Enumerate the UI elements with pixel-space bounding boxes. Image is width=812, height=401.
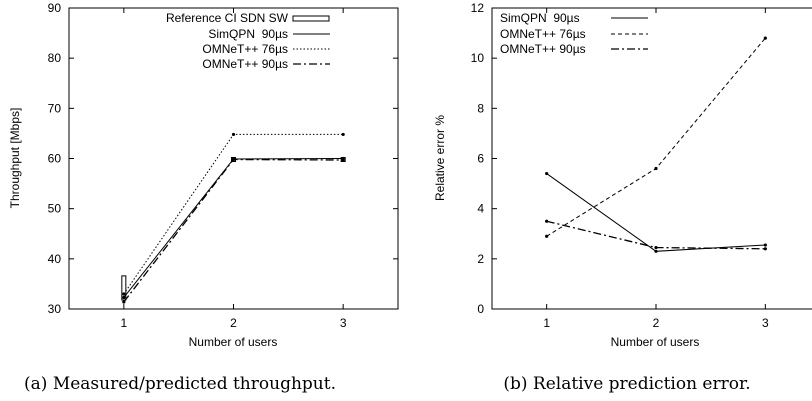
y-tick-label: 10 [471, 51, 485, 65]
series-line [123, 158, 344, 303]
series-line [546, 37, 766, 237]
legend-swatch-reference [292, 15, 330, 22]
y-tick-label: 80 [48, 51, 62, 65]
legend-label-omnet90: OMNeT++ 90µs [500, 42, 586, 56]
data-point [545, 219, 549, 223]
data-point [545, 234, 549, 238]
y-tick-label: 0 [477, 302, 484, 316]
caption: (a) Measured/predicted throughput. [24, 374, 336, 394]
series-line [546, 220, 766, 250]
y-tick-label: 4 [477, 202, 484, 216]
y-tick-label: 12 [471, 1, 485, 15]
data-point [654, 166, 658, 171]
data-point [122, 295, 126, 300]
data-point [654, 245, 658, 250]
x-axis-ticks: 1 2 3 [543, 8, 769, 330]
data-marks [545, 36, 767, 253]
data-point [341, 132, 345, 137]
y-tick-label: 30 [48, 302, 62, 316]
y-tick-label: 6 [477, 152, 484, 166]
x-tick-label: 1 [543, 316, 550, 330]
data-point [545, 171, 549, 176]
y-axis-label: Throughput [Mbps] [8, 108, 22, 209]
x-axis-label: Number of users [611, 335, 700, 349]
data-point [231, 157, 236, 162]
x-axis-ticks: 1 2 3 [120, 8, 347, 330]
y-axis-label: Relative error % [433, 115, 447, 201]
data-point [763, 247, 767, 251]
series-line [123, 158, 344, 298]
throughput-chart: 1 2 3 30 40 50 60 70 80 90 Number of users Throu… [8, 1, 399, 394]
y-tick-label: 2 [477, 252, 484, 266]
caption: (b) Relative prediction error. [503, 374, 750, 394]
series-line [546, 173, 766, 252]
reference-ci-box [121, 275, 127, 301]
x-tick-label: 3 [340, 316, 347, 330]
x-tick-label: 1 [120, 316, 127, 330]
data-point [122, 300, 126, 304]
data-point [763, 243, 767, 247]
data-point [763, 36, 767, 40]
y-tick-label: 90 [48, 1, 62, 15]
legend-label-omnet76: OMNeT++ 76µs [202, 42, 288, 56]
data-point [231, 132, 236, 137]
y-tick-label: 70 [48, 101, 62, 115]
legend-label-simqpn: SimQPN 90µs [500, 11, 580, 25]
legend-label-simqpn: SimQPN 90µs [208, 27, 288, 41]
y-tick-label: 40 [48, 252, 62, 266]
data-point [122, 292, 126, 296]
y-axis-ticks: 0 2 4 6 8 10 12 [471, 1, 497, 316]
x-tick-label: 2 [653, 316, 660, 330]
legend: SimQPN 90µs OMNeT++ 76µs OMNeT++ 90µs [500, 11, 648, 56]
x-axis-label: Number of users [189, 335, 278, 349]
y-tick-label: 60 [48, 152, 62, 166]
data-point [654, 249, 658, 253]
data-point [341, 158, 345, 162]
x-tick-label: 3 [762, 316, 769, 330]
data-marks [121, 132, 346, 304]
y-tick-label: 50 [48, 202, 62, 216]
legend: Reference CI SDN SW SimQPN 90µs OMNeT++ … [166, 11, 330, 71]
y-tick-label: 8 [477, 101, 484, 115]
legend-label-omnet76: OMNeT++ 76µs [500, 27, 586, 41]
legend-label-omnet90: OMNeT++ 90µs [202, 57, 288, 71]
y-axis-ticks: 30 40 50 60 70 80 90 [48, 1, 398, 316]
legend-label-reference: Reference CI SDN SW [166, 11, 289, 25]
x-tick-label: 2 [230, 316, 237, 330]
